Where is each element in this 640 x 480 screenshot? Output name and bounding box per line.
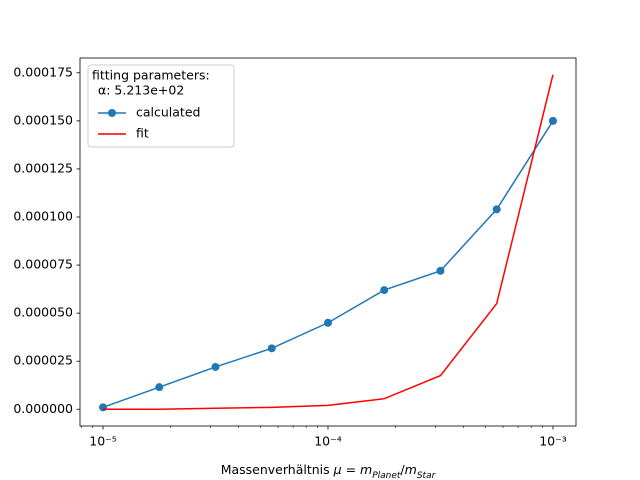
x-tick-label: 10⁻³ — [539, 434, 567, 449]
y-tick-label: 0.000025 — [13, 353, 73, 368]
x-axis-label: Massenverhältnis μ = mPlanet/mStar — [221, 462, 437, 480]
plot-frame — [79, 57, 577, 427]
y-tick-label: 0.000075 — [13, 257, 73, 272]
data-point — [548, 116, 557, 125]
y-tick-label: 0.000125 — [13, 160, 73, 175]
legend-box — [87, 64, 235, 148]
data-point — [492, 205, 501, 214]
data-point — [267, 344, 276, 353]
x-axis-label-part: m — [360, 462, 372, 477]
x-axis-label-part: Massenverhältnis — [221, 462, 334, 477]
x-axis-label-part: / — [400, 462, 405, 477]
x-axis-label-part: = — [342, 462, 360, 477]
data-point — [211, 362, 220, 371]
data-point — [155, 383, 164, 392]
y-tick-label: 0.000050 — [13, 305, 73, 320]
x-axis-label-part: m — [405, 462, 417, 477]
data-point — [380, 286, 389, 295]
data-point — [99, 403, 108, 412]
data-point — [323, 318, 332, 327]
y-tick-label: 0.000100 — [13, 209, 73, 224]
x-axis-label-part: μ — [333, 462, 342, 477]
legend-label: fit — [136, 126, 149, 141]
series-line — [103, 74, 554, 411]
y-tick-label: 0.000000 — [13, 401, 73, 416]
y-tick-label: 0.000150 — [13, 112, 73, 127]
legend-title: α: 5.213e+02 — [98, 83, 184, 98]
data-point — [436, 266, 445, 275]
legend-title: fitting parameters: — [92, 68, 210, 83]
legend-label: calculated — [136, 105, 200, 120]
x-tick-label: 10⁻⁴ — [314, 434, 342, 449]
y-tick-label: 0.000175 — [13, 64, 73, 79]
legend-marker — [108, 109, 116, 117]
x-tick-label: 10⁻⁵ — [89, 434, 117, 449]
x-axis-label-part: Planet — [372, 471, 401, 480]
x-axis-label-part: Star — [417, 471, 437, 480]
